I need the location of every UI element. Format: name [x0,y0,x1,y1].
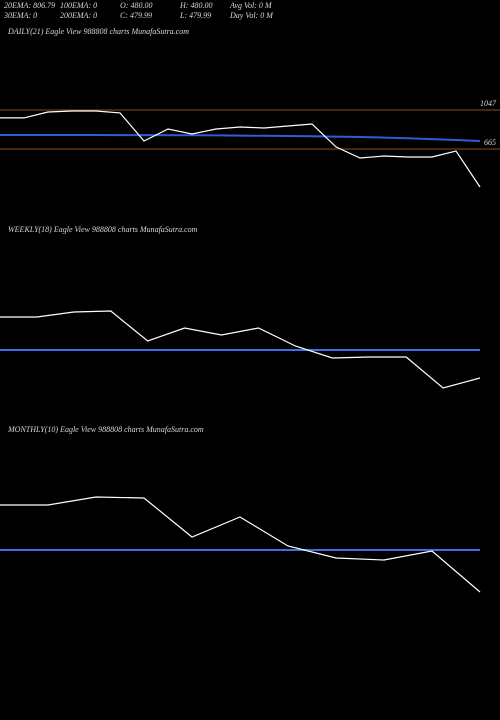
header-stat: 100EMA: 0 [60,1,97,10]
header-stat: L: 479.99 [179,11,211,20]
panel-title: WEEKLY(18) Eagle View 988808 charts Muna… [8,225,198,234]
ema-line [0,134,481,142]
header-stat: O: 480.00 [120,1,152,10]
header-stat: C: 479.99 [120,11,152,20]
header-stat: 30EMA: 0 [3,11,37,20]
price-line [0,496,481,593]
header-stat: Avg Vol: 0 M [229,1,273,10]
panel-title: MONTHLY(10) Eagle View 988808 charts Mun… [7,425,204,434]
panel-title: DAILY(21) Eagle View 988808 charts Munaf… [7,27,189,36]
level-label: 665 [484,138,496,147]
header-stat: 200EMA: 0 [60,11,97,20]
price-line [0,110,481,188]
header-stat: 20EMA: 806.79 [4,1,55,10]
level-label: 1047 [480,99,497,108]
header-stat: Day Vol: 0 M [229,11,274,20]
price-line [0,310,481,389]
header-stat: H: 480.00 [179,1,212,10]
